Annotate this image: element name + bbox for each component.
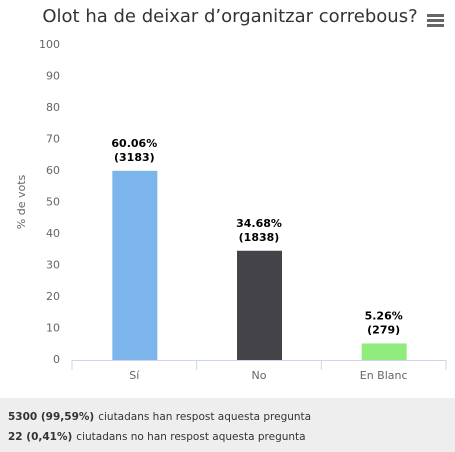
count-label: (279) bbox=[367, 323, 400, 336]
value-label: 34.68% bbox=[236, 217, 282, 230]
bar bbox=[112, 170, 158, 360]
x-tick-label: No bbox=[252, 369, 267, 382]
footer-text: ciutadans no han respost aquesta pregunt… bbox=[76, 431, 306, 443]
y-tick-label: 40 bbox=[46, 227, 60, 240]
value-label: 5.26% bbox=[365, 309, 403, 322]
bar bbox=[237, 250, 282, 360]
menu-line bbox=[427, 14, 444, 17]
chart: Olot ha de deixar d’organitzar correbous… bbox=[15, 6, 447, 382]
y-tick-label: 20 bbox=[46, 290, 60, 303]
y-tick-label: 60 bbox=[46, 164, 60, 177]
footer-line: 22 (0,41%) ciutadans no han respost aques… bbox=[8, 427, 455, 447]
count-label: (3183) bbox=[114, 151, 155, 164]
x-tick-label: Sí bbox=[129, 369, 140, 382]
footer-count: 22 (0,41%) bbox=[8, 431, 73, 443]
y-tick-label: 0 bbox=[53, 353, 60, 366]
menu-button[interactable] bbox=[427, 14, 444, 27]
menu-line bbox=[427, 24, 444, 27]
count-label: (1838) bbox=[239, 231, 280, 244]
y-tick-label: 70 bbox=[46, 133, 60, 146]
y-tick-label: 100 bbox=[39, 38, 60, 51]
footer-line: 5300 (99,59%) ciutadans han respost aques… bbox=[8, 407, 455, 427]
footer: 5300 (99,59%) ciutadans han respost aques… bbox=[0, 398, 455, 452]
bar bbox=[361, 343, 407, 360]
footer-text: ciutadans han respost aquesta pregunta bbox=[98, 411, 312, 423]
y-tick-label: 80 bbox=[46, 101, 60, 114]
value-label: 60.06% bbox=[111, 137, 157, 150]
y-tick-label: 50 bbox=[46, 196, 60, 209]
menu-line bbox=[427, 19, 444, 22]
x-tick-label: En Blanc bbox=[360, 369, 408, 382]
y-tick-label: 90 bbox=[46, 70, 60, 83]
chart-title: Olot ha de deixar d’organitzar correbous… bbox=[42, 6, 417, 27]
y-axis-title: % de vots bbox=[15, 174, 28, 229]
footer-count: 5300 (99,59%) bbox=[8, 411, 95, 423]
y-tick-label: 10 bbox=[46, 322, 60, 335]
y-tick-label: 30 bbox=[46, 259, 60, 272]
